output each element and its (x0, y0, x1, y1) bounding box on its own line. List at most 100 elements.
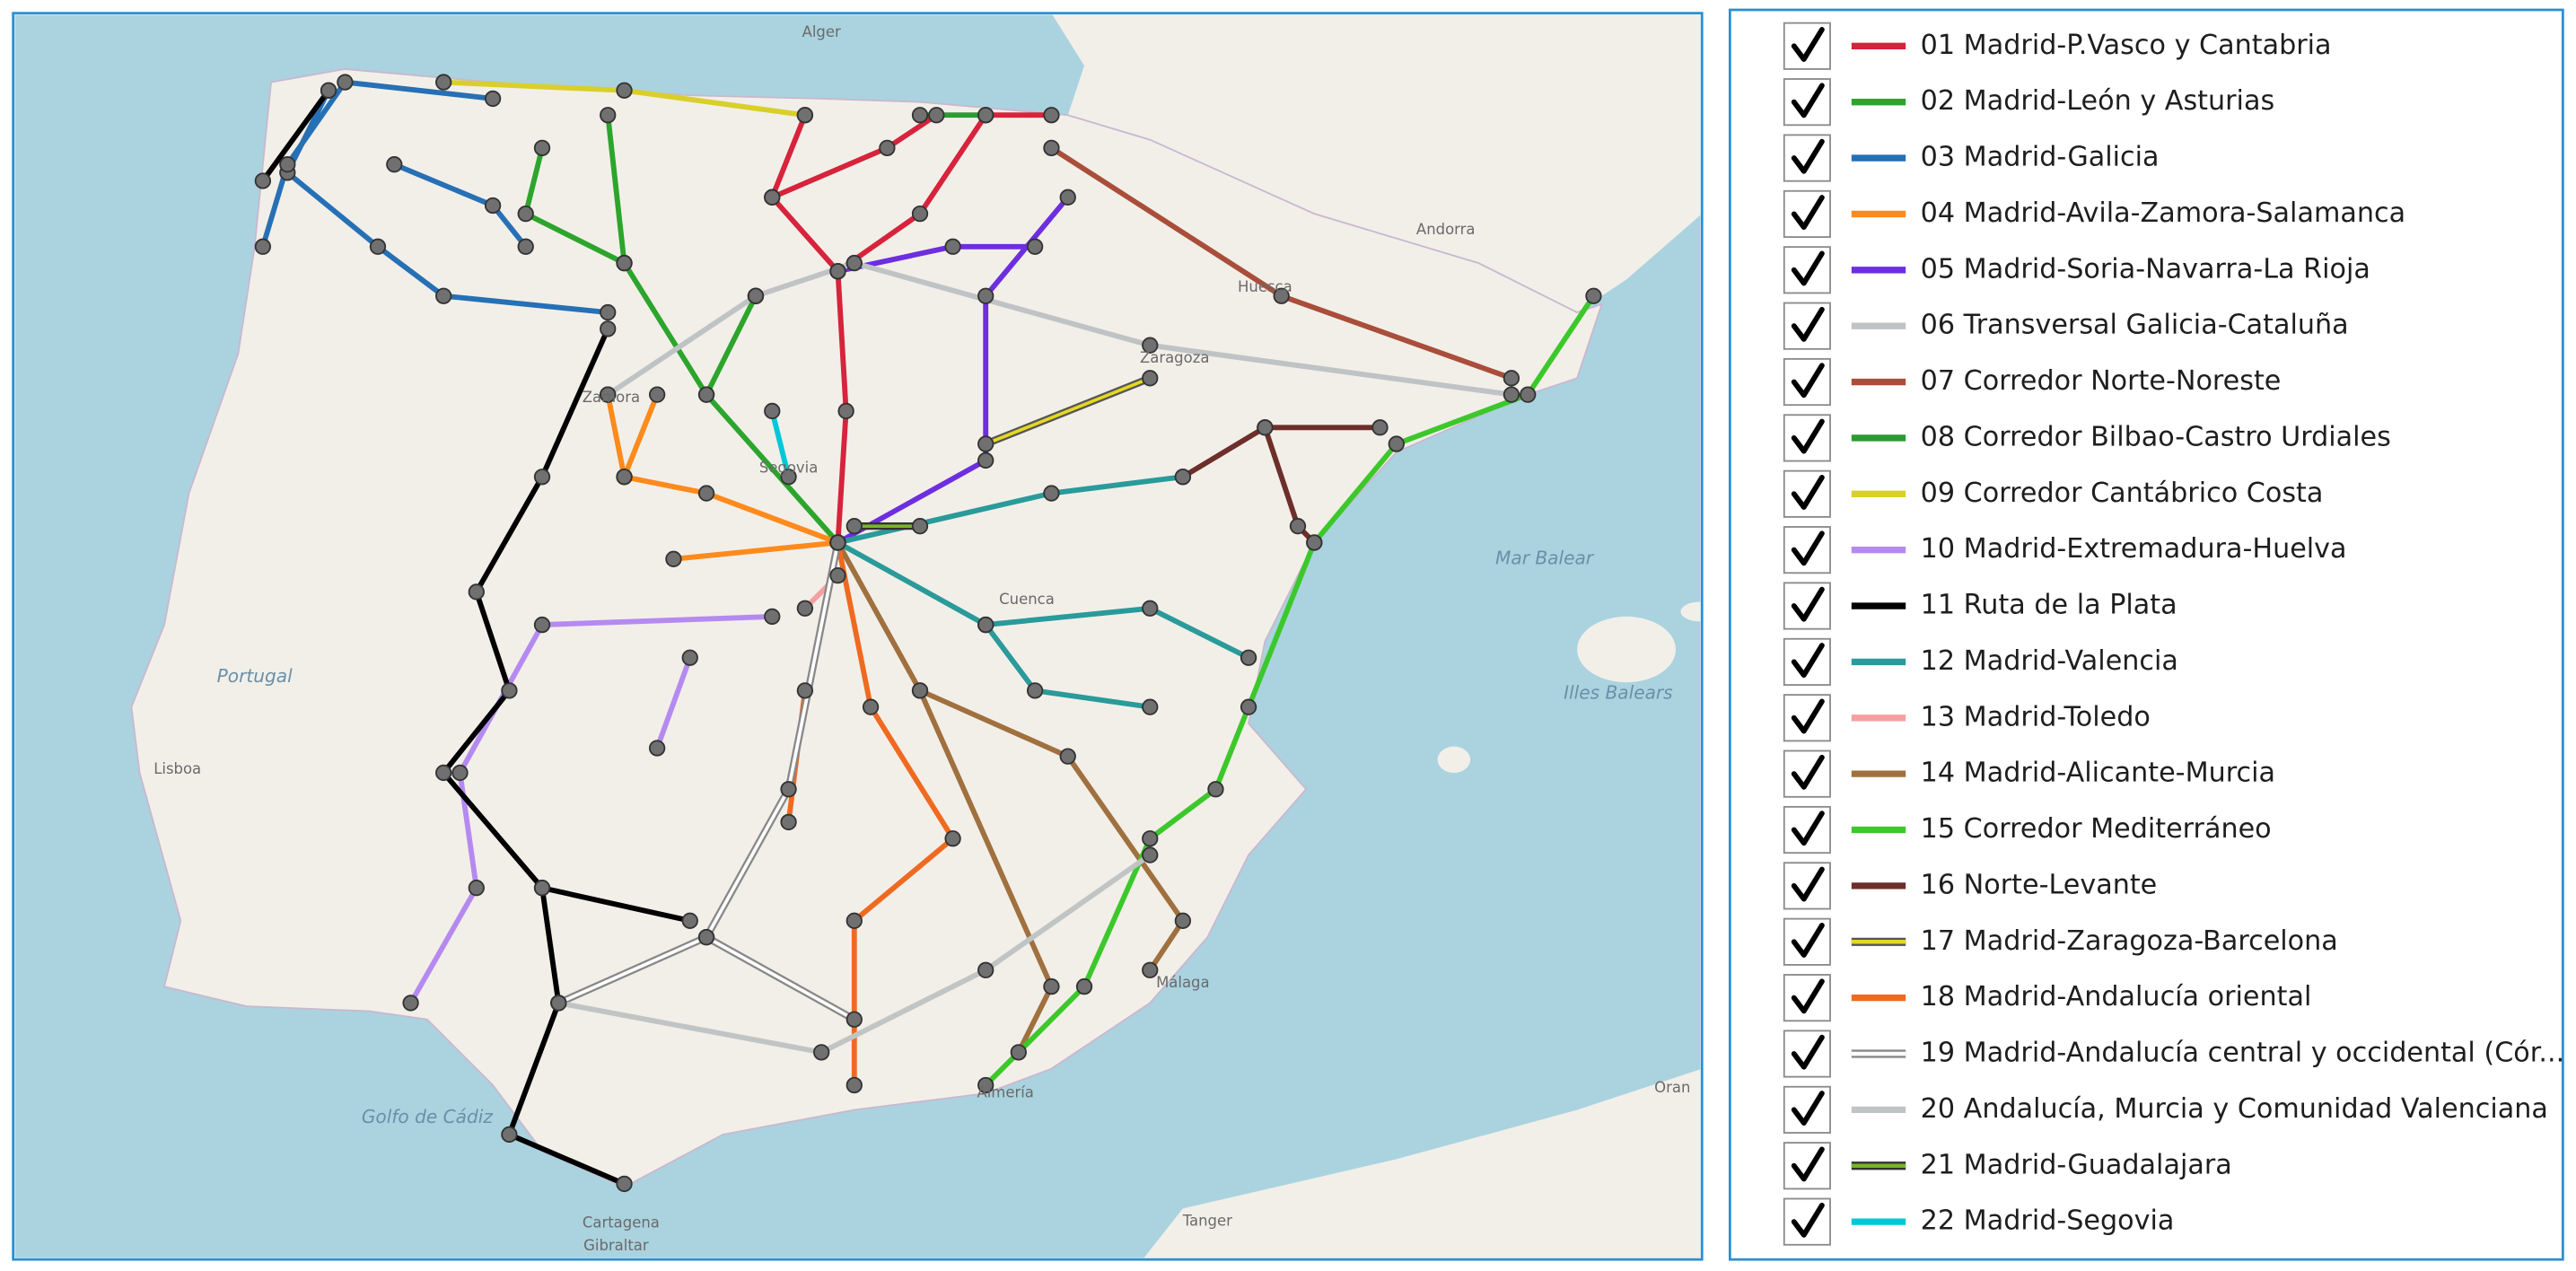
station[interactable] (977, 961, 994, 978)
station[interactable] (451, 764, 469, 782)
station[interactable] (1142, 370, 1159, 387)
station[interactable] (468, 583, 485, 600)
station[interactable] (254, 238, 272, 255)
station[interactable] (780, 781, 797, 798)
station[interactable] (829, 534, 846, 551)
station[interactable] (1142, 600, 1159, 617)
legend-item[interactable]: 13 Madrid-Toledo (1783, 694, 2151, 742)
legend-item[interactable]: 09 Corredor Cantábrico Costa (1783, 469, 2324, 518)
station[interactable] (386, 156, 403, 173)
station[interactable] (616, 254, 633, 272)
station[interactable] (1520, 386, 1537, 403)
station[interactable] (796, 107, 814, 124)
legend-item[interactable]: 08 Corredor Bilbao-Castro Urdiales (1783, 414, 2391, 462)
station[interactable] (764, 188, 781, 206)
station[interactable] (846, 518, 863, 535)
station[interactable] (1503, 370, 1520, 387)
legend-item[interactable]: 15 Corredor Mediterráneo (1783, 805, 2272, 855)
station[interactable] (764, 608, 781, 626)
station[interactable] (1142, 846, 1159, 863)
station[interactable] (648, 740, 666, 757)
station[interactable] (1142, 961, 1159, 978)
legend-item[interactable]: 02 Madrid-León y Asturias (1783, 78, 2274, 127)
station[interactable] (616, 1175, 633, 1193)
station[interactable] (517, 205, 534, 223)
station[interactable] (616, 82, 633, 99)
station[interactable] (254, 172, 272, 189)
station[interactable] (681, 649, 698, 666)
station[interactable] (911, 205, 929, 223)
legend-item[interactable]: 11 Ruta de la Plata (1783, 582, 2177, 630)
legend-item[interactable]: 12 Madrid-Valencia (1783, 637, 2178, 686)
station[interactable] (846, 254, 863, 272)
legend-item[interactable]: 04 Madrid-Avila-Zamora-Salamanca (1783, 189, 2405, 238)
legend-item[interactable]: 07 Corredor Norte-Noreste (1783, 357, 2282, 407)
station[interactable] (697, 386, 715, 403)
station[interactable] (1043, 139, 1060, 157)
station[interactable] (1273, 287, 1290, 304)
station[interactable] (533, 616, 551, 634)
station[interactable] (911, 518, 929, 535)
legend-item[interactable]: 16 Norte-Levante (1783, 862, 2158, 910)
station[interactable] (533, 139, 551, 157)
station[interactable] (796, 600, 814, 617)
station[interactable] (1142, 337, 1159, 354)
station[interactable] (435, 74, 452, 91)
station[interactable] (977, 616, 994, 634)
station[interactable] (1371, 419, 1389, 436)
station[interactable] (977, 287, 994, 304)
station[interactable] (977, 435, 994, 452)
station[interactable] (1142, 830, 1159, 847)
station[interactable] (911, 682, 929, 699)
legend-item[interactable]: 17 Madrid-Zaragoza-Barcelona (1783, 917, 2338, 966)
station[interactable] (665, 550, 682, 567)
station[interactable] (846, 1076, 863, 1094)
station[interactable] (780, 813, 797, 831)
legend-item[interactable]: 18 Madrid-Andalucía oriental (1783, 974, 2312, 1022)
station[interactable] (697, 928, 715, 946)
legend-item[interactable]: 22 Madrid-Segovia (1783, 1197, 2175, 1246)
legend-item[interactable]: 03 Madrid-Galicia (1783, 134, 2160, 182)
station[interactable] (435, 287, 452, 304)
station[interactable] (1174, 912, 1192, 929)
station[interactable] (501, 1126, 518, 1144)
station[interactable] (764, 402, 781, 420)
station[interactable] (1059, 748, 1076, 765)
station[interactable] (862, 698, 880, 715)
station[interactable] (1010, 1044, 1027, 1061)
station[interactable] (550, 995, 567, 1012)
station[interactable] (1026, 682, 1044, 699)
legend-item[interactable]: 20 Andalucía, Murcia y Comunidad Valenci… (1783, 1085, 2548, 1134)
station[interactable] (780, 469, 797, 486)
station[interactable] (813, 1044, 830, 1061)
station[interactable] (484, 90, 502, 108)
station[interactable] (1174, 469, 1192, 486)
station[interactable] (501, 682, 518, 699)
station[interactable] (1043, 107, 1060, 124)
station[interactable] (1388, 435, 1405, 452)
station[interactable] (1026, 238, 1044, 255)
station[interactable] (977, 451, 994, 469)
station[interactable] (911, 107, 929, 124)
station[interactable] (796, 682, 814, 699)
legend-item[interactable]: 19 Madrid-Andalucía central y occidental… (1783, 1030, 2564, 1078)
station[interactable] (944, 830, 961, 847)
station[interactable] (402, 995, 419, 1012)
station[interactable] (1306, 534, 1323, 551)
station[interactable] (1503, 386, 1520, 403)
station[interactable] (879, 139, 896, 157)
legend-item[interactable]: 14 Madrid-Alicante-Murcia (1783, 749, 2275, 798)
station[interactable] (977, 1076, 994, 1094)
station[interactable] (484, 197, 502, 215)
station[interactable] (1142, 698, 1159, 715)
station[interactable] (697, 485, 715, 502)
station[interactable] (600, 303, 617, 321)
station[interactable] (517, 238, 534, 255)
station[interactable] (533, 880, 551, 897)
station[interactable] (1289, 518, 1307, 535)
legend-item[interactable]: 21 Madrid-Guadalajara (1783, 1142, 2232, 1190)
station[interactable] (600, 320, 617, 337)
station[interactable] (846, 912, 863, 929)
legend-item[interactable]: 01 Madrid-P.Vasco y Cantabria (1783, 22, 2332, 70)
station[interactable] (1240, 698, 1257, 715)
